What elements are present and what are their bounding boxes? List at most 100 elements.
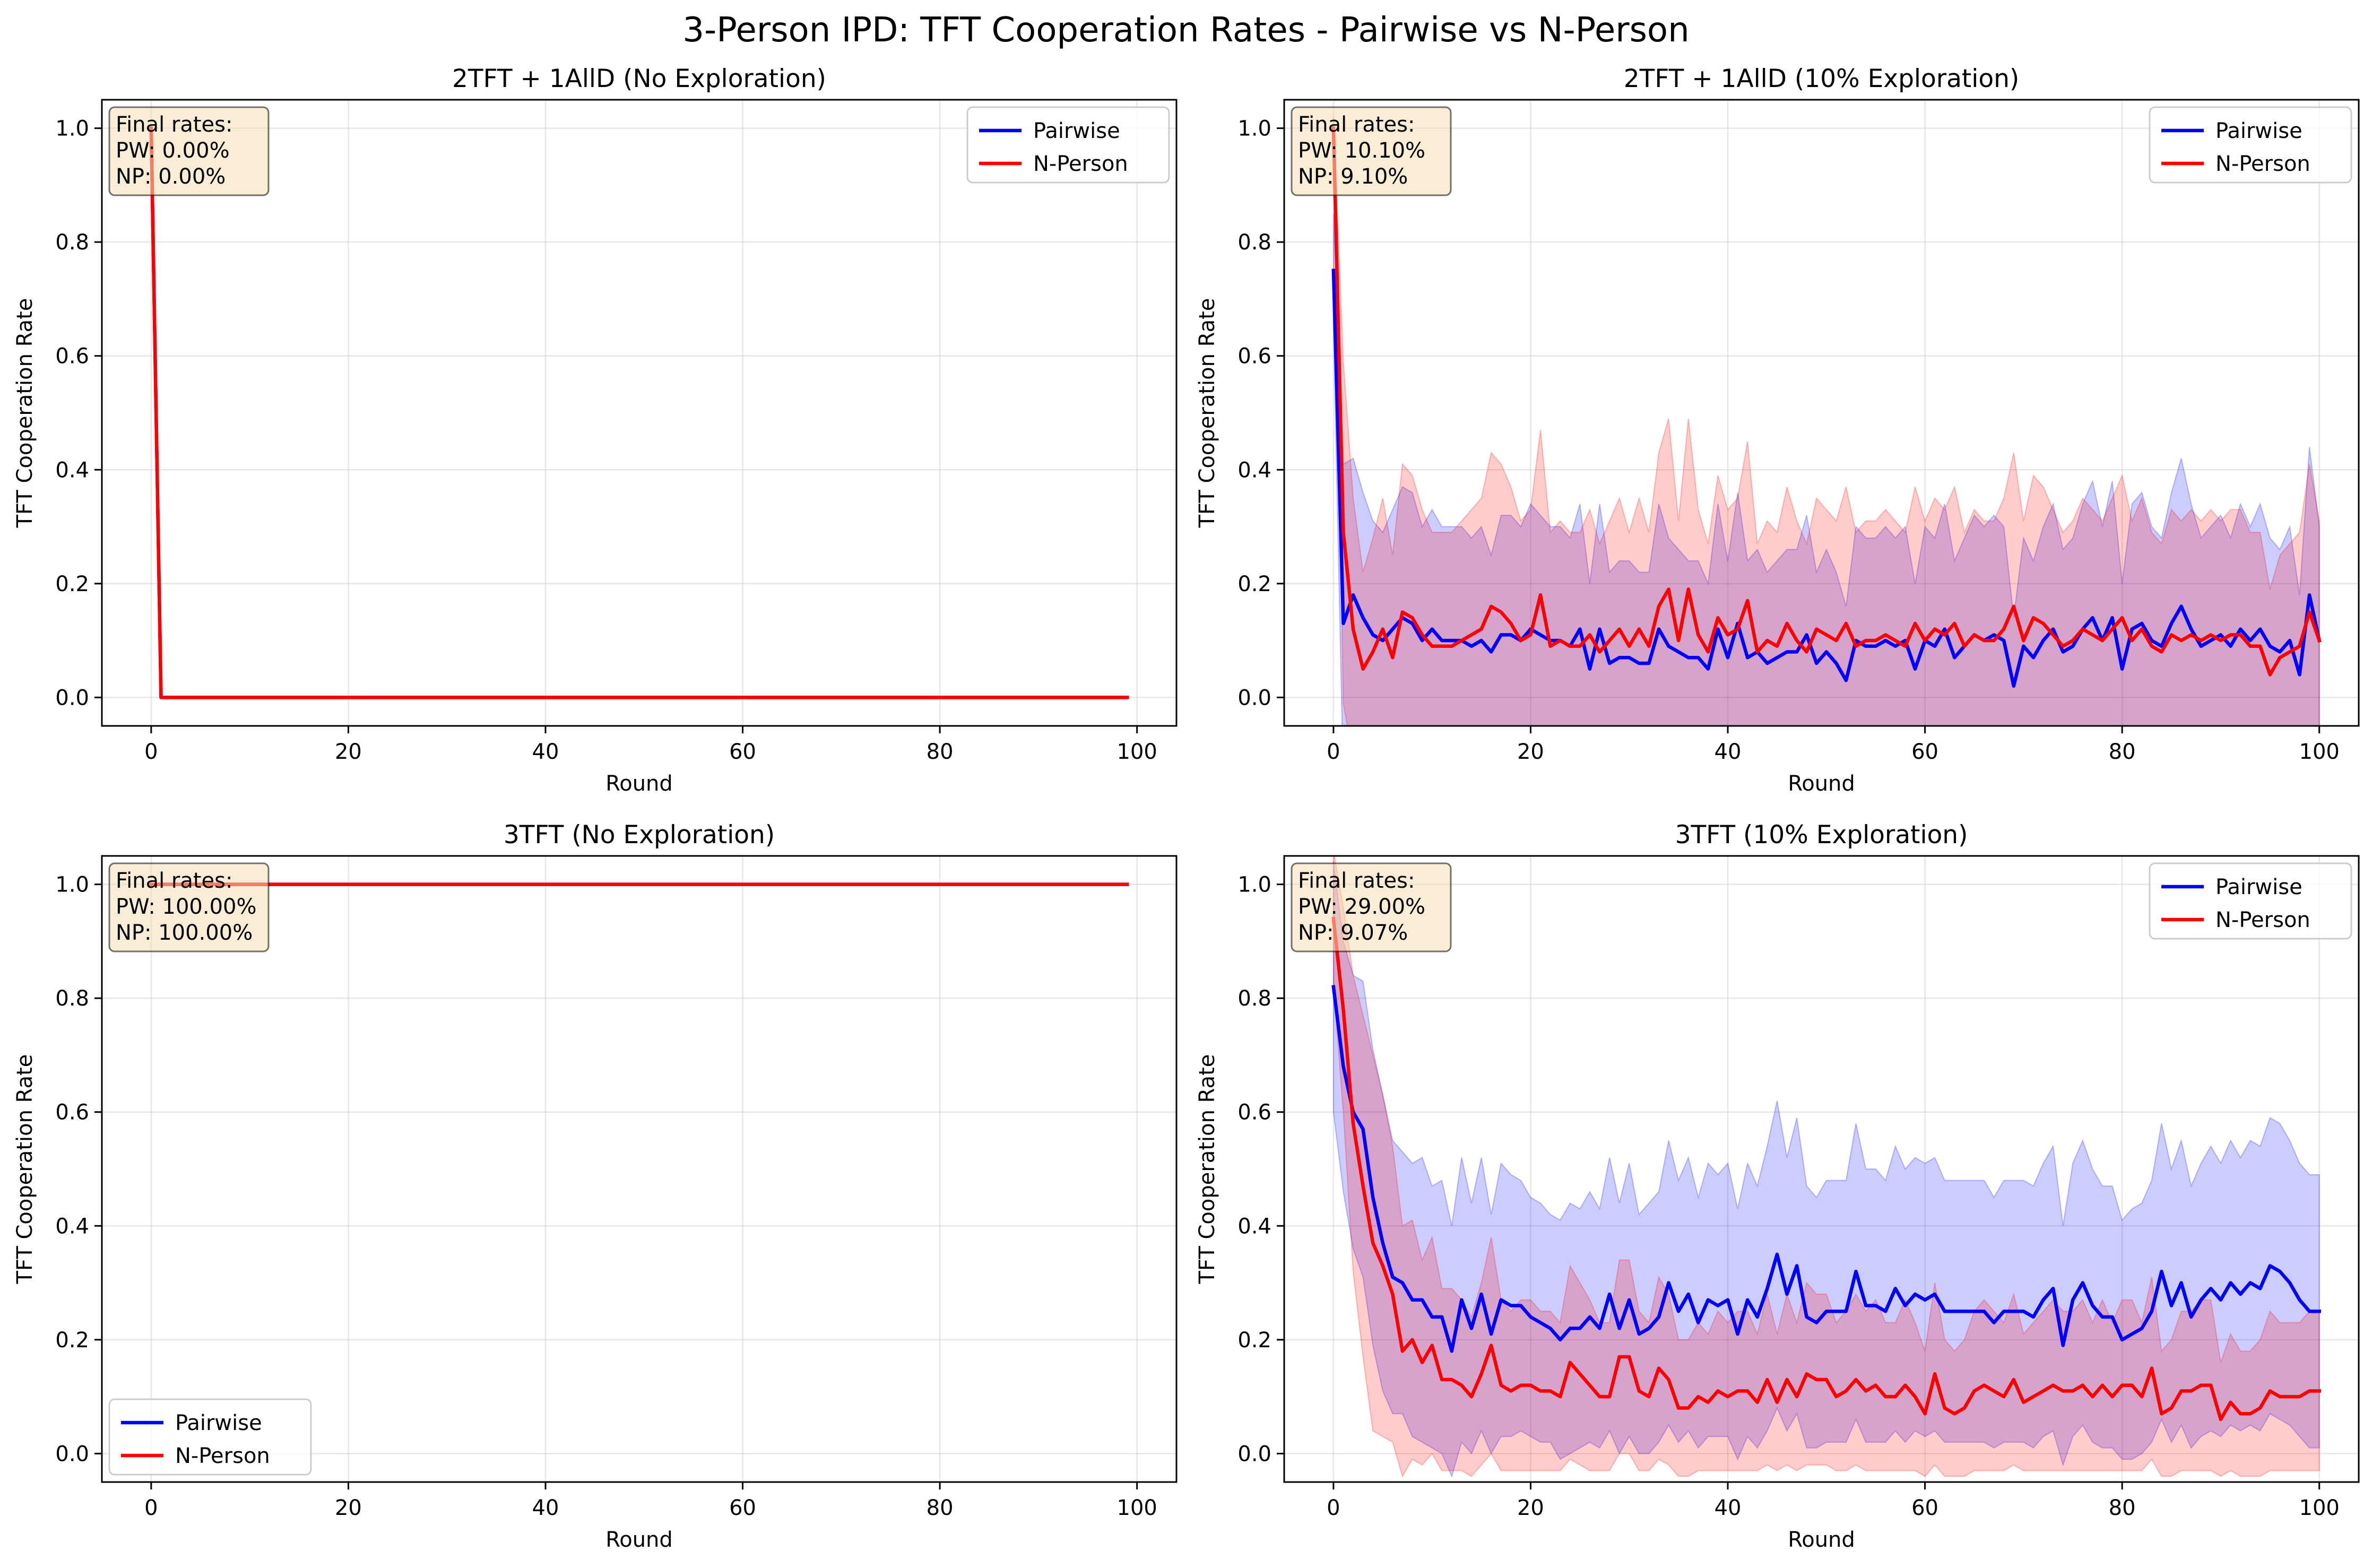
legend: Pairwise N-Person	[2149, 106, 2352, 184]
legend: Pairwise N-Person	[2149, 862, 2352, 940]
nperson-line	[1331, 126, 2322, 677]
annotation-line: NP: 100.00%	[116, 921, 253, 945]
subplot-title: 3TFT (No Exploration)	[504, 820, 775, 850]
annotation-box	[1291, 106, 1452, 196]
plot-area	[102, 856, 1176, 1482]
x-tick-label: 20	[1517, 1496, 1544, 1520]
plot-content	[149, 126, 1129, 699]
y-axis-label: TFT Cooperation Rate	[1195, 298, 1219, 529]
annotation-line: PW: 29.00%	[1298, 895, 1425, 919]
y-tick-label: 0.6	[55, 344, 89, 369]
annotation-line: Final rates:	[116, 869, 232, 893]
x-axis-label: Round	[605, 1528, 673, 1552]
annotation-line: Final rates:	[1298, 869, 1415, 893]
annotation-line: PW: 100.00%	[116, 895, 257, 919]
y-tick-label: 0.2	[55, 572, 89, 596]
y-tick-label: 0.8	[55, 230, 89, 255]
subplot-3: 0 20 40 60 80 100 0.0 0.2 0.4 0.6 0.8 1.0 3TFT (No E…	[13, 820, 1178, 1552]
x-tick-label: 0	[1327, 740, 1340, 764]
annotation-line: Final rates:	[1298, 112, 1415, 137]
x-tick-label: 20	[1517, 740, 1544, 764]
y-tick-label: 1.0	[55, 117, 89, 141]
y-tick-label: 1.0	[55, 873, 89, 897]
legend-entry-label: Pairwise	[175, 1411, 262, 1435]
y-tick-label: 1.0	[1237, 117, 1271, 141]
x-tick-label: 40	[1715, 740, 1742, 764]
legend-entry-label: Pairwise	[2215, 119, 2302, 143]
x-tick-label: 40	[532, 1496, 559, 1520]
figure-suptitle: 3-Person IPD: TFT Cooperation Rates - Pa…	[682, 11, 1689, 50]
subplot-title: 2TFT + 1AllD (No Exploration)	[452, 64, 826, 93]
final-rates-annotation: Final rates:PW: 29.00%NP: 9.07%	[1291, 862, 1452, 952]
x-tick-label: 20	[335, 740, 362, 764]
y-axis-label: TFT Cooperation Rate	[13, 298, 37, 529]
nperson-line	[149, 126, 1129, 699]
x-tick-label: 60	[729, 1496, 756, 1520]
y-tick-label: 0.4	[55, 458, 89, 482]
y-tick-label: 0.4	[55, 1214, 89, 1238]
y-tick-label: 0.0	[55, 686, 89, 710]
x-tick-label: 0	[144, 740, 158, 764]
annotation-box	[1291, 862, 1452, 952]
x-tick-label: 0	[1327, 1496, 1340, 1520]
pairwise-line	[1331, 268, 2322, 688]
axes-frame	[1283, 855, 2360, 1483]
y-tick-label: 0.2	[1237, 1328, 1271, 1353]
annotation-line: NP: 9.07%	[1298, 921, 1408, 945]
final-rates-annotation: Final rates:PW: 100.00%NP: 100.00%	[108, 862, 270, 952]
x-tick-label: 100	[1117, 740, 1157, 764]
nperson-line	[1331, 916, 2321, 1422]
x-tick-label: 60	[1911, 740, 1938, 764]
annotation-box	[108, 106, 270, 196]
subplot-4: 0 20 40 60 80 100 0.0 0.2 0.4 0.6 0.8 1.0 3TFT (10% …	[1195, 820, 2360, 1552]
legend-entry-label: N-Person	[2215, 152, 2310, 176]
x-tick-label: 60	[729, 740, 756, 764]
x-tick-label: 0	[144, 1496, 158, 1520]
plot-content	[1331, 856, 2321, 1478]
y-tick-label: 0.0	[1237, 686, 1271, 710]
y-tick-label: 0.8	[1237, 230, 1271, 255]
legend: Pairwise N-Person	[108, 1398, 312, 1476]
legend-entry-label: N-Person	[175, 1444, 270, 1468]
plot-area	[1284, 100, 2359, 726]
x-tick-label: 80	[927, 1496, 954, 1520]
legend-entry-label: N-Person	[1033, 152, 1128, 176]
x-tick-label: 20	[335, 1496, 362, 1520]
y-tick-label: 0.4	[1237, 458, 1271, 482]
y-tick-label: 0.4	[1237, 1214, 1271, 1238]
y-tick-label: 0.8	[1237, 986, 1271, 1011]
annotation-line: PW: 10.10%	[1298, 138, 1425, 163]
subplot-title: 2TFT + 1AllD (10% Exploration)	[1624, 64, 2019, 93]
x-tick-label: 80	[2109, 1496, 2136, 1520]
pairwise-std-band	[1332, 213, 2320, 726]
annotation-line: PW: 0.00%	[116, 138, 230, 163]
y-tick-label: 0.6	[1237, 344, 1271, 369]
x-axis-label: Round	[1788, 1528, 1855, 1552]
x-axis-label: Round	[605, 772, 673, 796]
plot-area	[1284, 856, 2359, 1482]
y-axis-label: TFT Cooperation Rate	[13, 1054, 37, 1285]
final-rates-annotation: Final rates:PW: 0.00%NP: 0.00%	[108, 106, 270, 196]
y-tick-label: 0.2	[1237, 572, 1271, 596]
final-rates-annotation: Final rates:PW: 10.10%NP: 9.10%	[1291, 106, 1452, 196]
annotation-line: NP: 0.00%	[116, 164, 226, 189]
x-tick-label: 40	[532, 740, 559, 764]
legend-entry-label: Pairwise	[2215, 875, 2302, 899]
y-tick-label: 0.0	[1237, 1442, 1271, 1466]
annotation-line: Final rates:	[116, 112, 232, 137]
x-axis-label: Round	[1788, 772, 1855, 796]
x-tick-label: 100	[2299, 1496, 2340, 1520]
subplot-title: 3TFT (10% Exploration)	[1675, 820, 1968, 850]
y-tick-label: 0.6	[1237, 1101, 1271, 1125]
annotation-box	[108, 862, 270, 952]
x-tick-label: 80	[927, 740, 954, 764]
subplot-grid: 0 20 40 60 80 100 0.0 0.2 0.4 0.6 0.8 1.0 2TFT + 1Al…	[13, 64, 2360, 1552]
x-tick-label: 40	[1715, 1496, 1742, 1520]
y-tick-label: 1.0	[1237, 873, 1271, 897]
pairwise-line	[1331, 985, 2321, 1353]
x-tick-label: 80	[2109, 740, 2136, 764]
x-tick-label: 60	[1911, 1496, 1938, 1520]
y-tick-label: 0.2	[55, 1328, 89, 1353]
legend: Pairwise N-Person	[966, 106, 1170, 184]
